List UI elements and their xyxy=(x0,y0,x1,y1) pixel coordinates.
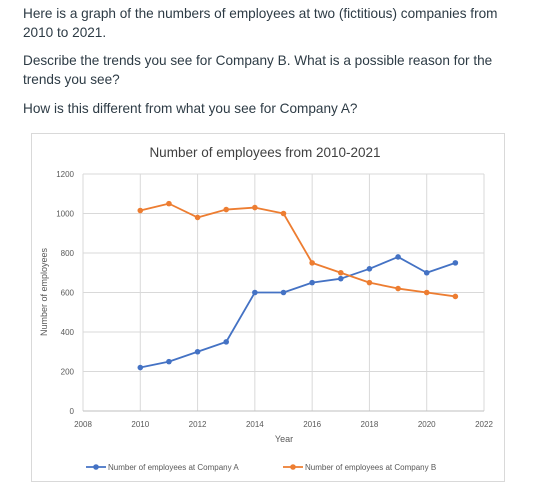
x-tick-label: 2012 xyxy=(189,420,207,429)
legend-marker xyxy=(290,464,296,470)
question-paragraph-3: How is this different from what you see … xyxy=(23,101,358,116)
data-point xyxy=(309,279,315,286)
data-point xyxy=(452,293,459,300)
x-tick-label: 2022 xyxy=(475,420,493,429)
data-point xyxy=(166,200,172,207)
y-axis-title: Number of employees xyxy=(39,247,49,336)
legend-label: Number of employees at Company A xyxy=(108,463,239,472)
data-point xyxy=(280,289,287,296)
y-tick-label: 0 xyxy=(70,407,75,416)
gridlines xyxy=(82,173,485,411)
y-tick-label: 800 xyxy=(61,249,75,258)
x-tick-label: 2014 xyxy=(246,420,264,429)
question-paragraph-1: Here is a graph of the numbers of employ… xyxy=(23,6,498,40)
y-tick-label: 200 xyxy=(61,368,75,377)
chart-title: Number of employees from 2010-2021 xyxy=(149,145,380,160)
legend: Number of employees at Company A Number o… xyxy=(86,463,436,472)
y-tick-label: 1000 xyxy=(56,210,74,219)
x-axis-title: Year xyxy=(275,434,293,444)
x-tick-label: 2016 xyxy=(303,420,321,429)
series-line-company-b xyxy=(140,202,456,298)
y-tick-label: 600 xyxy=(61,289,75,298)
legend-label: Number of employees at Company B xyxy=(305,463,436,472)
data-point xyxy=(280,210,287,217)
series-lines xyxy=(137,200,459,371)
y-tick-label: 1200 xyxy=(56,170,74,179)
data-point xyxy=(423,289,430,296)
x-tick-label: 2008 xyxy=(74,420,92,429)
legend-marker xyxy=(93,464,99,470)
chart-frame xyxy=(31,133,505,482)
data-point xyxy=(194,348,201,355)
data-point xyxy=(137,207,144,214)
series-line-company-a xyxy=(140,256,456,369)
data-point xyxy=(194,214,201,221)
data-point xyxy=(137,364,144,371)
data-point xyxy=(223,339,230,345)
data-point xyxy=(252,289,258,296)
data-point xyxy=(337,275,344,282)
data-point xyxy=(223,206,230,213)
data-point xyxy=(366,266,373,272)
x-tick-label: 2020 xyxy=(418,420,436,429)
data-point xyxy=(452,260,459,266)
y-tick-label: 400 xyxy=(61,328,75,337)
data-point xyxy=(366,279,373,286)
x-tick-label: 2018 xyxy=(361,420,379,429)
question-paragraph-2: Describe the trends you see for Company … xyxy=(23,53,493,87)
data-point xyxy=(252,204,258,211)
axes: 0 200 400 600 800 1000 1200 2008 2010 2012 2014 201… xyxy=(56,170,493,429)
data-point xyxy=(309,260,315,266)
data-point xyxy=(337,269,344,276)
data-point xyxy=(395,254,401,260)
data-point xyxy=(423,269,430,276)
x-tick-label: 2010 xyxy=(131,420,149,429)
data-point xyxy=(166,358,172,365)
data-point xyxy=(395,285,401,292)
